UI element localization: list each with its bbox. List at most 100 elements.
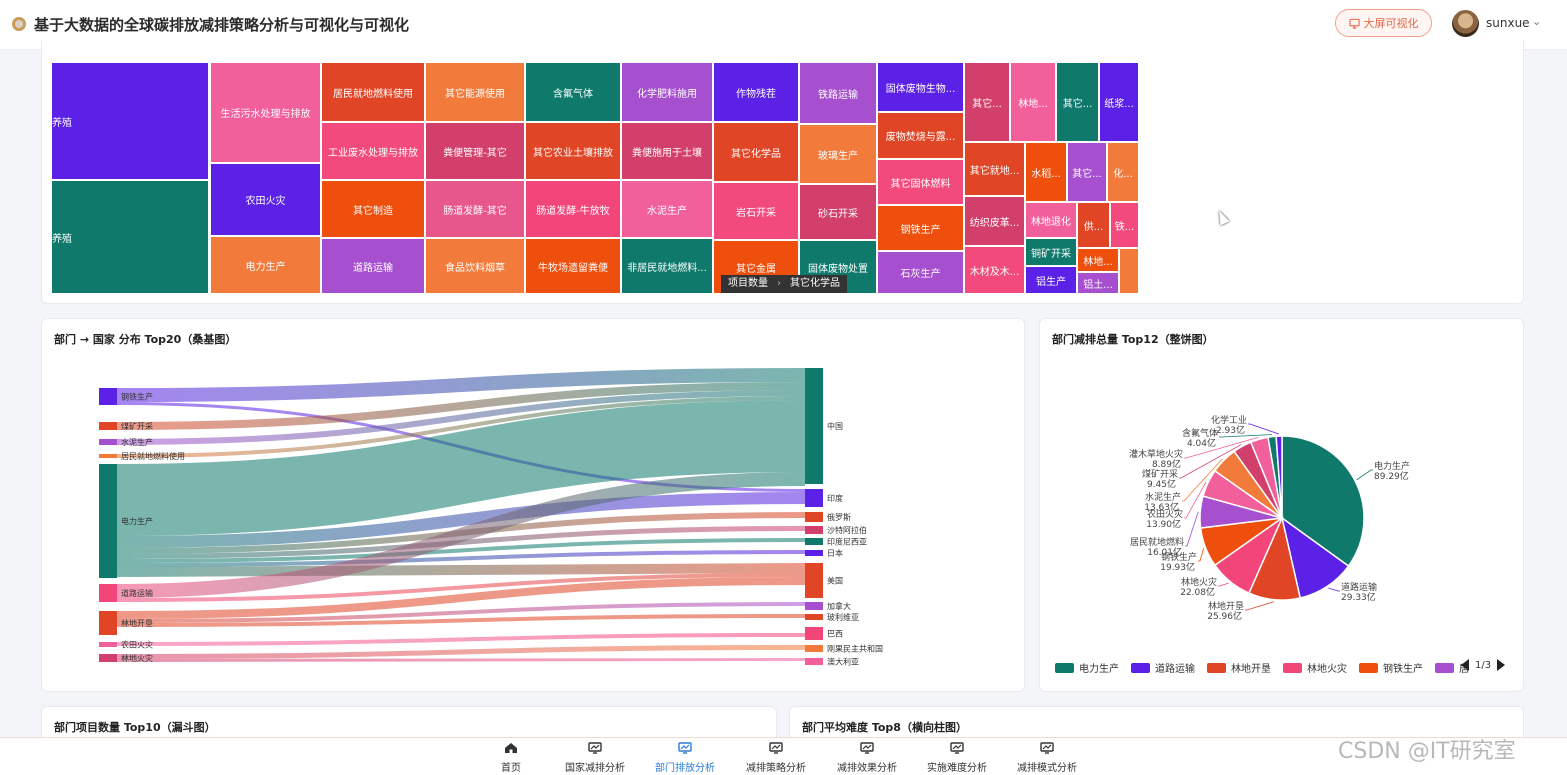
treemap-cell[interactable]: 含氟气体 [525,62,621,122]
sankey-target-node[interactable] [805,512,823,522]
treemap-cell[interactable]: 纺织皮革... [964,196,1025,246]
treemap-cell[interactable]: 废物焚烧与露... [877,112,964,159]
treemap-cell[interactable]: 工业废水处理与排放 [321,122,425,180]
sankey-link[interactable] [116,472,806,598]
treemap-breadcrumb[interactable]: 项目数量 › 其它化学品 [721,275,847,293]
username[interactable]: sunxue [1486,16,1530,30]
sankey-link[interactable] [116,538,806,563]
sankey-target-node[interactable] [805,645,823,652]
sankey-source-node[interactable] [99,464,117,578]
treemap-cell[interactable]: 养殖 [51,62,209,180]
sankey-source-node[interactable] [99,611,117,635]
treemap-cell[interactable]: 林地... [1010,62,1056,142]
avatar[interactable] [1452,10,1479,37]
sankey-link[interactable] [116,645,806,659]
nav-item[interactable]: 减排模式分析 [1002,742,1092,774]
sankey-source-node[interactable] [99,584,117,602]
treemap-cell[interactable]: 水泥生产 [621,180,713,238]
treemap-cell[interactable]: 作物残茬 [713,62,799,122]
treemap-cell[interactable]: 其它农业土壤排放 [525,122,621,180]
treemap-cell[interactable]: 林地... [1077,248,1119,272]
treemap-cell[interactable]: 其它就地... [964,142,1025,196]
breadcrumb-item[interactable]: 其它化学品 [783,275,847,293]
sankey-link[interactable] [116,550,806,567]
sankey-link[interactable] [116,526,806,559]
treemap-cell[interactable]: 其它能源使用 [425,62,525,122]
sankey-link[interactable] [116,382,806,430]
treemap-cell[interactable]: 其它化学品 [713,122,799,182]
nav-item[interactable]: 首页 [466,742,556,774]
treemap-cell[interactable]: 钢铁生产 [877,205,964,251]
treemap-cell[interactable]: 肠道发酵-牛放牧 [525,180,621,238]
treemap-cell[interactable]: 铁路运输 [799,62,877,124]
sankey-link[interactable] [116,633,806,646]
legend-item[interactable]: 林地开垦 [1207,660,1271,675]
treemap-cell[interactable]: 化学肥料施用 [621,62,713,122]
treemap-cell[interactable]: 农田火灾 [210,163,321,236]
legend-item[interactable]: 钢铁生产 [1359,660,1423,675]
sankey-target-node[interactable] [805,538,823,545]
treemap-cell[interactable]: 肠道发酵-其它 [425,180,525,238]
nav-item[interactable]: 部门排放分析 [640,742,730,774]
treemap-cell[interactable]: 其它... [1056,62,1099,142]
sankey-source-node[interactable] [99,454,117,458]
treemap-cell[interactable]: 岩石开采 [713,182,799,240]
sankey-link[interactable] [116,563,806,577]
treemap-cell[interactable]: 其它制造 [321,180,425,238]
sankey-source-node[interactable] [99,654,117,662]
legend-item[interactable]: 林地火灾 [1283,660,1347,675]
legend-item[interactable]: 道路运输 [1131,660,1195,675]
sankey-target-node[interactable] [805,602,823,610]
next-page-icon[interactable] [1497,659,1506,671]
sankey-source-node[interactable] [99,642,117,647]
legend-item[interactable]: 电力生产 [1055,660,1119,675]
sankey-target-node[interactable] [805,563,823,598]
treemap-cell[interactable]: 其它固体燃料 [877,159,964,205]
sankey-link[interactable] [116,614,806,627]
treemap-cell[interactable]: 砂石开采 [799,184,877,240]
prev-page-icon[interactable] [1461,659,1469,671]
treemap-cell[interactable]: 食品饮料烟草 [425,238,525,294]
nav-item[interactable]: 减排效果分析 [822,742,912,774]
treemap-cell[interactable]: 粪便管理-其它 [425,122,525,180]
sankey-target-node[interactable] [805,614,823,620]
sankey-target-node[interactable] [805,658,823,665]
treemap-cell[interactable]: 铝土... [1077,272,1119,294]
nav-item[interactable]: 国家减排分析 [550,742,640,774]
treemap-cell[interactable]: 电力生产 [210,236,321,294]
sankey-link[interactable] [116,658,806,662]
sankey-link[interactable] [116,492,806,548]
treemap-cell[interactable]: 供... [1077,202,1110,248]
treemap-cell[interactable]: 居民就地燃料使用 [321,62,425,122]
treemap-cell[interactable]: 道路运输 [321,238,425,294]
sankey-source-node[interactable] [99,388,117,405]
sankey-link[interactable] [116,602,806,623]
sankey-target-node[interactable] [805,550,823,556]
nav-item[interactable]: 减排策略分析 [731,742,821,774]
treemap-cell[interactable]: 水稻... [1025,142,1067,202]
treemap-cell[interactable]: 铝生产 [1025,266,1077,294]
treemap-cell[interactable]: 其它... [964,62,1010,142]
treemap-cell[interactable]: 铁... [1110,202,1139,248]
sankey-link[interactable] [116,573,806,602]
sankey-link[interactable] [116,368,806,402]
breadcrumb-item[interactable]: 项目数量 [721,275,775,293]
treemap-cell[interactable]: 其它... [1067,142,1107,202]
treemap-cell[interactable]: 养殖 [51,180,209,294]
chevron-down-icon[interactable]: ⌄ [1532,15,1542,28]
treemap-cell[interactable]: 铜矿开采 [1025,238,1077,266]
sankey-source-node[interactable] [99,422,117,430]
sankey-target-node[interactable] [805,489,823,507]
treemap-cell[interactable] [1119,248,1139,294]
sankey-target-node[interactable] [805,526,823,534]
sankey-link[interactable] [116,396,806,458]
treemap-cell[interactable]: 固体废物生物... [877,62,964,112]
treemap-cell[interactable]: 林地退化 [1025,202,1077,238]
big-screen-button[interactable]: 大屏可视化 [1335,9,1432,37]
treemap-cell[interactable]: 牛牧场遗留粪便 [525,238,621,294]
sankey-source-node[interactable] [99,439,117,445]
treemap-cell[interactable]: 纸浆... [1099,62,1139,142]
sankey-target-node[interactable] [805,627,823,640]
pie-slice[interactable] [1281,435,1365,568]
sankey-link[interactable] [116,577,806,619]
